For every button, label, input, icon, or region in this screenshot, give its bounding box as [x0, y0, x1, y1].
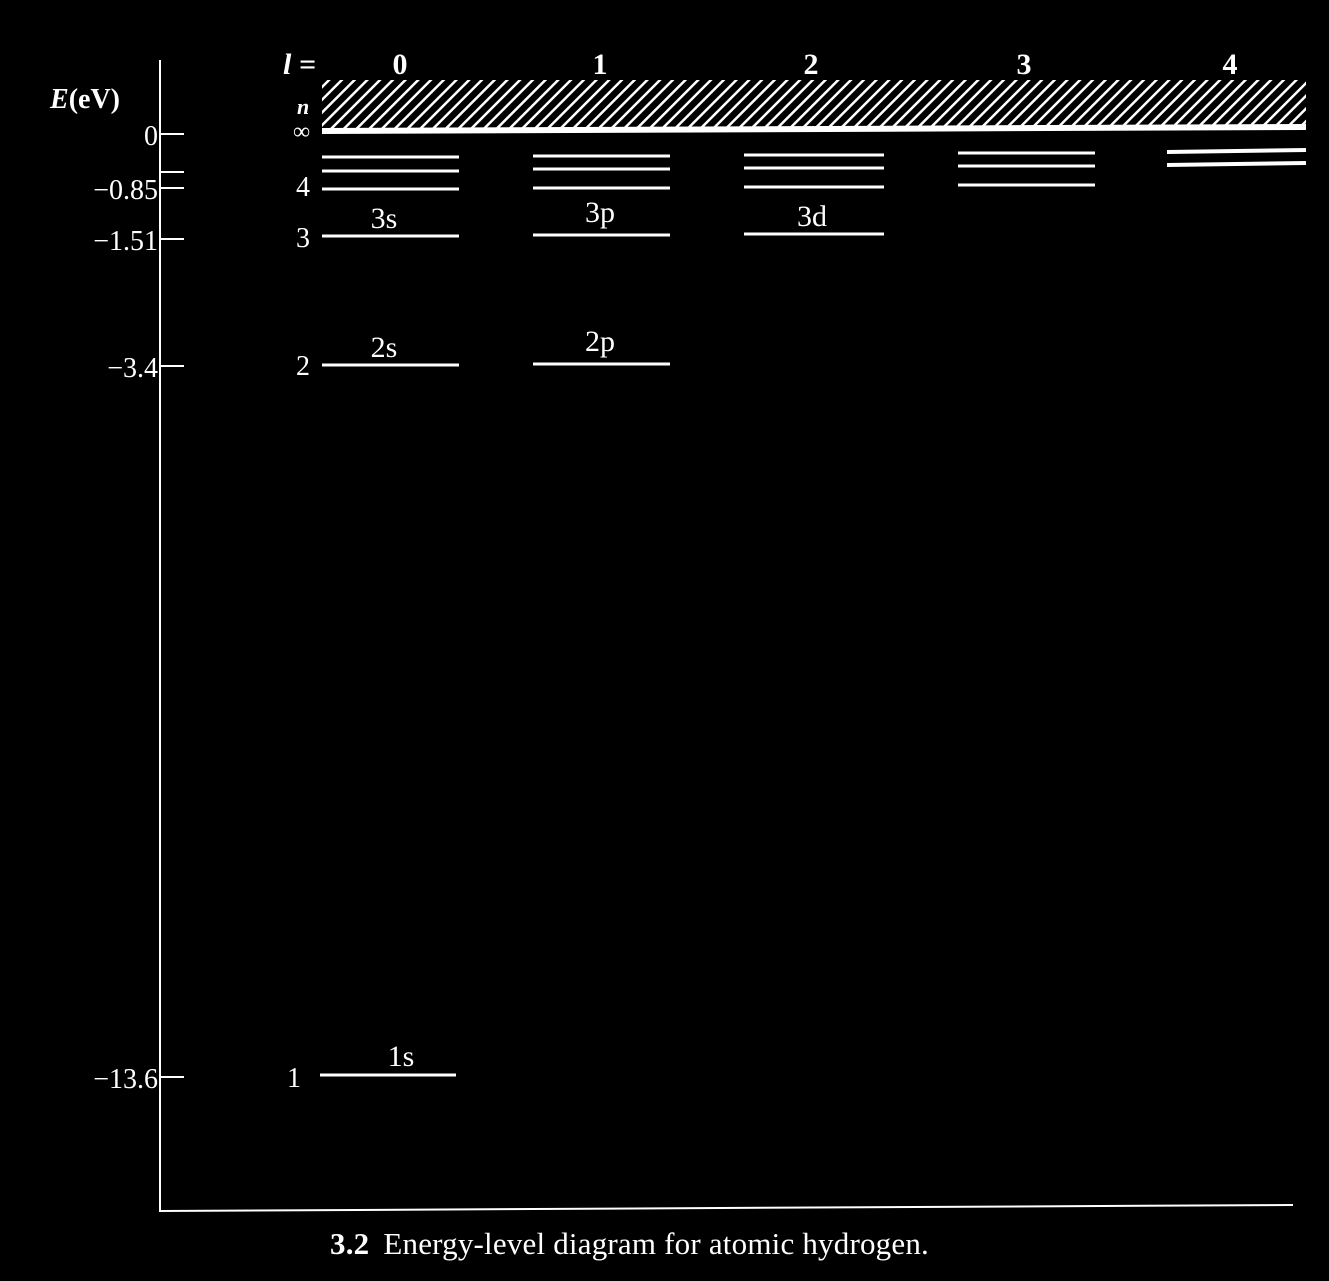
l-value-3: 3: [1017, 48, 1032, 81]
energy-tick-085: −0.85: [93, 175, 184, 206]
caption-number: 3.2: [330, 1226, 370, 1261]
energy-tick-label: −13.6: [93, 1064, 158, 1095]
energy-tick-label: −1.51: [93, 226, 158, 257]
l-value-0: 0: [393, 48, 408, 81]
orbital-label-3s: 3s: [371, 202, 398, 235]
level-line: [1166, 161, 1307, 167]
levels-l3: [958, 151, 1095, 187]
orbital-label-1s: 1s: [388, 1040, 415, 1073]
energy-tick-label: 0: [144, 121, 158, 152]
continuum-band: [322, 80, 1306, 130]
energy-axis-title: E(eV): [49, 84, 120, 115]
energy-level-diagram: E(eV) l = 0 1 2 3 4 n ∞ 0 −0.85 −1.51: [49, 48, 1307, 1212]
n-level-4: 4: [296, 172, 310, 203]
base-line: [159, 1204, 1294, 1212]
n-label: n: [297, 94, 309, 119]
orbital-label-3p: 3p: [585, 196, 615, 229]
l-value-4: 4: [1223, 48, 1238, 81]
energy-tick-0: 0: [144, 121, 184, 152]
ionization-line: [321, 124, 1307, 134]
n-level-2: 2: [296, 351, 310, 382]
n-level-1: 1: [287, 1063, 301, 1094]
levels-l0: [320, 155, 459, 1077]
caption-text: Energy-level diagram for atomic hydrogen…: [383, 1226, 929, 1261]
energy-tick-136: −13.6: [93, 1064, 184, 1095]
n-level-3: 3: [296, 223, 310, 254]
orbital-label-2p: 2p: [585, 325, 615, 358]
energy-tick-151: −1.51: [93, 226, 184, 257]
figure-caption: 3.2 Energy-level diagram for atomic hydro…: [330, 1226, 929, 1262]
energy-tick-label: −0.85: [93, 175, 158, 206]
levels-l1: [533, 154, 670, 366]
n-infinity: ∞: [293, 119, 310, 145]
orbital-label-2s: 2s: [371, 331, 398, 364]
level-line: [1166, 148, 1307, 154]
orbital-label-3d: 3d: [797, 200, 827, 233]
levels-l2: [744, 153, 884, 236]
energy-tick-label: −3.4: [107, 353, 158, 384]
l-value-1: 1: [593, 48, 608, 81]
l-value-2: 2: [804, 48, 819, 81]
l-label: l =: [283, 48, 316, 81]
levels-l4: [1166, 148, 1307, 167]
energy-tick-34: −3.4: [107, 353, 184, 384]
